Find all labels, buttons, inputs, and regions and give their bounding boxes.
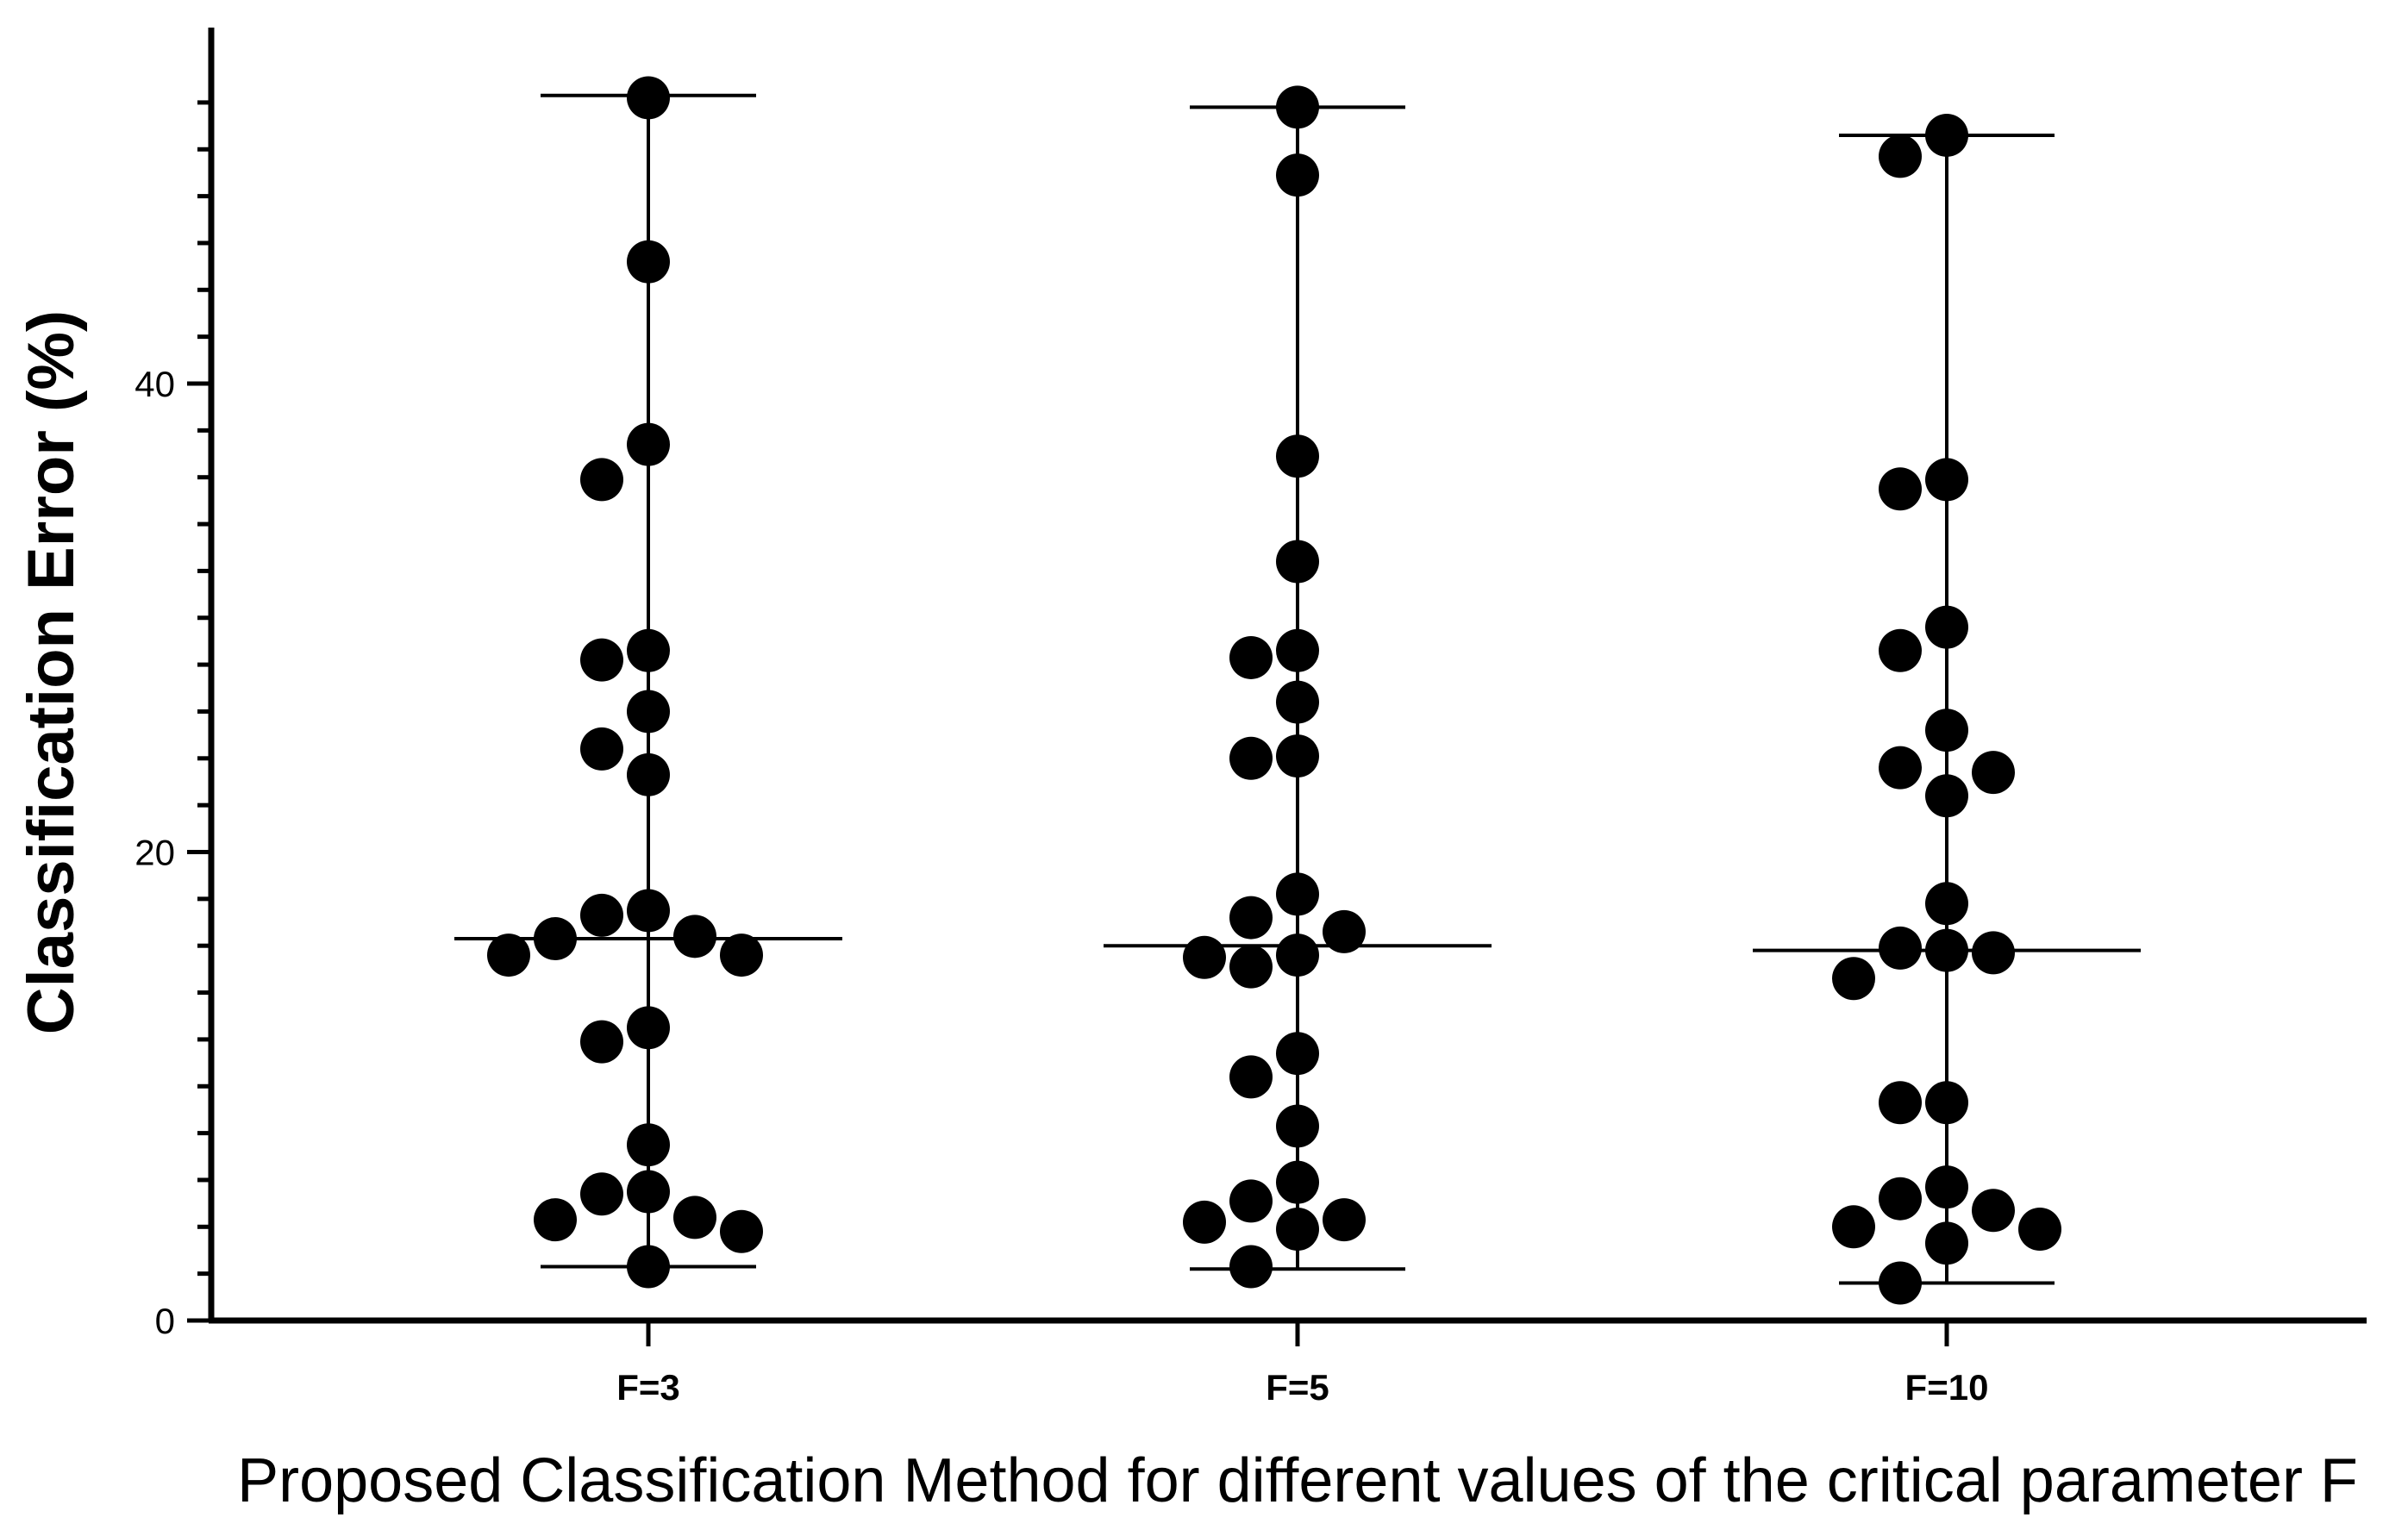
data-point bbox=[1276, 85, 1319, 129]
data-point bbox=[627, 1123, 670, 1167]
data-point bbox=[627, 1245, 670, 1289]
x-ticks: F=3 F=5 F=10 bbox=[616, 1321, 1988, 1408]
data-point bbox=[1276, 1104, 1319, 1148]
data-point bbox=[1925, 605, 1968, 649]
data-point bbox=[1276, 153, 1319, 197]
data-point bbox=[1925, 1165, 1968, 1209]
data-point bbox=[1925, 113, 1968, 157]
data-point bbox=[580, 638, 623, 682]
data-point bbox=[1229, 1245, 1273, 1289]
data-point bbox=[627, 1170, 670, 1214]
data-point bbox=[1879, 746, 1922, 790]
data-point bbox=[1879, 628, 1922, 672]
data-point bbox=[1972, 751, 2015, 795]
data-point bbox=[627, 752, 670, 796]
y-tick-label: 20 bbox=[134, 833, 175, 873]
data-point bbox=[1323, 909, 1366, 953]
x-axis-label: Proposed Classification Method for diffe… bbox=[237, 1446, 2358, 1515]
data-point bbox=[1925, 1221, 1968, 1265]
data-point bbox=[673, 1196, 716, 1239]
data-point bbox=[1276, 680, 1319, 724]
data-point bbox=[580, 1172, 623, 1216]
data-point bbox=[1229, 736, 1273, 780]
y-tick-label: 0 bbox=[155, 1301, 175, 1341]
data-point bbox=[720, 933, 763, 977]
data-point bbox=[1229, 1055, 1273, 1099]
data-point bbox=[1229, 945, 1273, 989]
data-point bbox=[1925, 774, 1968, 818]
data-point bbox=[580, 727, 623, 771]
y-tick-label: 40 bbox=[134, 364, 175, 404]
x-tick-label: F=10 bbox=[1905, 1367, 1989, 1408]
data-point bbox=[1183, 1200, 1226, 1244]
data-point bbox=[1879, 1081, 1922, 1125]
data-point bbox=[1925, 709, 1968, 752]
data-point bbox=[627, 889, 670, 933]
data-point bbox=[534, 917, 577, 961]
data-point bbox=[1276, 734, 1319, 778]
data-point bbox=[1972, 1189, 2015, 1233]
data-point bbox=[1276, 434, 1319, 478]
data-point bbox=[1229, 635, 1273, 679]
data-point bbox=[627, 628, 670, 672]
points bbox=[487, 76, 2061, 1305]
data-point bbox=[1972, 931, 2015, 975]
data-point bbox=[627, 690, 670, 734]
x-tick-label: F=3 bbox=[616, 1367, 680, 1408]
data-point bbox=[1276, 933, 1319, 977]
y-ticks: 0 20 40 bbox=[134, 100, 211, 1341]
data-point bbox=[1832, 957, 1875, 1001]
data-point bbox=[1276, 628, 1319, 672]
data-point bbox=[1879, 1261, 1922, 1305]
data-point bbox=[1879, 1177, 1922, 1221]
data-point bbox=[627, 1006, 670, 1050]
data-point bbox=[627, 240, 670, 284]
data-point bbox=[1276, 1208, 1319, 1252]
data-point bbox=[1276, 872, 1319, 916]
data-point bbox=[580, 458, 623, 502]
x-tick-label: F=5 bbox=[1266, 1367, 1329, 1408]
data-point bbox=[1832, 1205, 1875, 1249]
data-point bbox=[1323, 1198, 1366, 1242]
data-point bbox=[1879, 134, 1922, 178]
data-point bbox=[720, 1209, 763, 1253]
data-point bbox=[1276, 1160, 1319, 1204]
data-point bbox=[1276, 1032, 1319, 1076]
data-point bbox=[627, 422, 670, 466]
data-point bbox=[1925, 458, 1968, 502]
data-point bbox=[1183, 935, 1226, 979]
data-point bbox=[534, 1198, 577, 1242]
data-point bbox=[2018, 1208, 2061, 1252]
data-point bbox=[1925, 882, 1968, 926]
data-point bbox=[1879, 467, 1922, 511]
data-point bbox=[1879, 926, 1922, 970]
data-point bbox=[1925, 928, 1968, 972]
data-point bbox=[673, 915, 716, 958]
data-point bbox=[627, 76, 670, 120]
data-point bbox=[580, 1020, 623, 1064]
data-point bbox=[1229, 896, 1273, 940]
data-point bbox=[487, 933, 530, 977]
data-point bbox=[1229, 1179, 1273, 1223]
y-axis-label: Classification Error (%) bbox=[15, 310, 88, 1034]
data-point bbox=[1925, 1081, 1968, 1125]
data-point bbox=[1276, 540, 1319, 584]
data-point bbox=[580, 893, 623, 937]
